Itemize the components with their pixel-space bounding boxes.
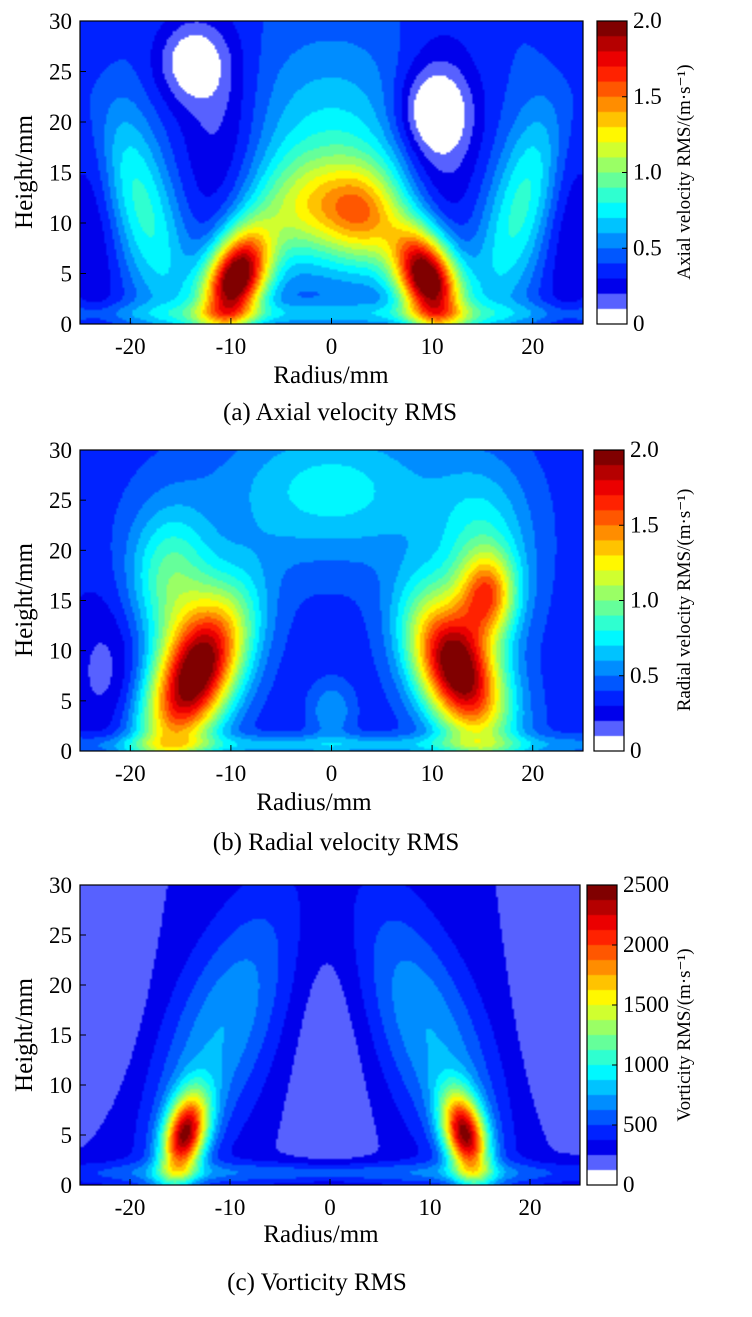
y-tick-label: 0 (61, 739, 73, 764)
y-tick-label: 5 (61, 689, 73, 714)
x-tick-label: -20 (115, 334, 146, 359)
colorbar (587, 885, 617, 1185)
y-tick-label: 30 (49, 873, 72, 898)
y-tick-label: 15 (49, 589, 72, 614)
colorbar-tick-label: 2.0 (630, 437, 659, 462)
heatmap-chart-a: -20 -10 0 10 20 0 5 10 15 20 25 30 Radius/mm Heigh… (11, 8, 695, 426)
colorbar-tick-label: 0 (630, 738, 642, 763)
y-tick-label: 5 (61, 262, 73, 287)
heatmap-image (80, 450, 583, 751)
x-tick-label: 0 (326, 334, 338, 359)
colorbar-tick-label: 2000 (623, 932, 669, 957)
caption-b: (b) Radial velocity RMS (213, 829, 460, 856)
heatmap-image (80, 885, 580, 1185)
y-tick-label: 30 (49, 9, 72, 34)
colorbar-label: Axial velocity RMS/(m·s⁻¹) (674, 64, 695, 279)
colorbar-tick-label: 1.0 (633, 160, 662, 185)
panel-a: -20 -10 0 10 20 0 5 10 15 20 25 30 Radius/mm Heigh… (0, 0, 752, 430)
x-tick-label: 0 (326, 761, 338, 786)
colorbar-tick-label: 1.5 (630, 512, 659, 537)
x-tick-label: -10 (216, 334, 247, 359)
x-axis-label: Radius/mm (256, 789, 372, 816)
colorbar-label: Radial velocity RMS/(m·s⁻¹) (674, 489, 695, 712)
heatmap-chart-b: -20 -10 0 10 20 0 5 10 15 20 25 30 Radius/mm Heigh… (11, 437, 695, 856)
panel-c: -20 -10 0 10 20 0 5 10 15 20 25 30 Radius/mm Heigh… (0, 862, 752, 1312)
heatmap-image (80, 21, 583, 324)
colorbar-tick-label: 1.0 (630, 588, 659, 613)
y-tick-label: 15 (49, 1023, 72, 1048)
y-axis-label: Height/mm (11, 543, 38, 657)
colorbar-tick-label: 2500 (623, 872, 669, 897)
colorbar-tick-label: 500 (623, 1112, 658, 1137)
x-tick-label: 20 (521, 761, 544, 786)
caption-c: (c) Vorticity RMS (227, 1269, 407, 1296)
colorbar-tick-label: 0 (633, 311, 645, 336)
x-tick-label: 10 (421, 761, 444, 786)
colorbar-tick-label: 1500 (623, 992, 669, 1017)
colorbar-tick-label: 1.5 (633, 84, 662, 109)
colorbar-tick-label: 0.5 (633, 235, 662, 260)
y-tick-label: 20 (49, 973, 72, 998)
y-tick-label: 30 (49, 438, 72, 463)
y-tick-label: 10 (49, 211, 72, 236)
y-tick-label: 15 (49, 161, 72, 186)
y-tick-label: 10 (49, 639, 72, 664)
x-tick-label: -20 (115, 761, 146, 786)
x-tick-label: -20 (115, 1195, 146, 1220)
colorbar-tick-label: 2.0 (633, 8, 662, 33)
colorbar-tick-label: 0.5 (630, 663, 659, 688)
colorbar-tick-label: 0 (623, 1172, 635, 1197)
y-tick-label: 20 (49, 538, 72, 563)
heatmap-chart-c: -20 -10 0 10 20 0 5 10 15 20 25 30 Radius/mm Heigh… (11, 872, 695, 1296)
colorbar-tick-label: 1000 (623, 1052, 669, 1077)
y-tick-label: 20 (49, 110, 72, 135)
x-axis-label: Radius/mm (273, 362, 389, 389)
y-tick-label: 0 (61, 1173, 73, 1198)
x-tick-label: 10 (421, 334, 444, 359)
x-tick-label: 0 (324, 1195, 336, 1220)
y-tick-label: 10 (49, 1073, 72, 1098)
x-tick-label: 20 (519, 1195, 542, 1220)
y-tick-label: 25 (49, 923, 72, 948)
x-axis-label: Radius/mm (263, 1221, 379, 1248)
caption-a: (a) Axial velocity RMS (223, 399, 457, 426)
panel-b: -20 -10 0 10 20 0 5 10 15 20 25 30 Radius/mm Heigh… (0, 430, 752, 862)
y-tick-label: 25 (49, 60, 72, 85)
y-axis-label: Height/mm (11, 978, 38, 1092)
colorbar-label: Vorticity RMS/(m·s⁻¹) (674, 948, 695, 1121)
x-tick-label: -10 (215, 1195, 246, 1220)
x-tick-label: 20 (521, 334, 544, 359)
x-tick-label: 10 (419, 1195, 442, 1220)
x-tick-label: -10 (216, 761, 247, 786)
y-tick-label: 0 (61, 312, 73, 337)
y-axis-label: Height/mm (11, 115, 38, 229)
y-tick-label: 5 (61, 1123, 73, 1148)
y-tick-label: 25 (49, 488, 72, 513)
